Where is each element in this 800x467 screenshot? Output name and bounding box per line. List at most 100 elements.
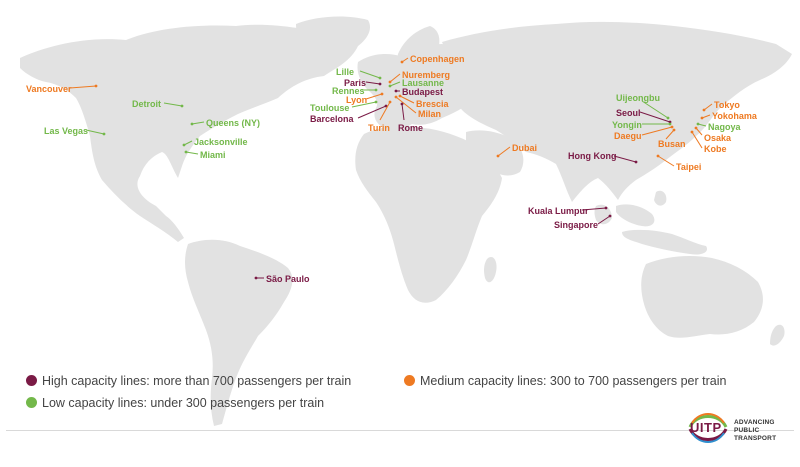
connector-miami bbox=[185, 151, 199, 155]
city-dot-kobe bbox=[690, 130, 694, 134]
city-dot-las-vegas bbox=[102, 132, 106, 136]
city-label-yongin: Yongin bbox=[612, 120, 642, 130]
city-label-nuremberg: Nuremberg bbox=[402, 70, 451, 80]
city-label-tokyo: Tokyo bbox=[714, 100, 740, 110]
connector-lausanne bbox=[389, 81, 401, 87]
city-dot-nuremberg bbox=[388, 80, 392, 84]
city-label-rome: Rome bbox=[398, 123, 424, 133]
legend-medium-dot bbox=[404, 375, 415, 386]
connector-lyon bbox=[365, 93, 383, 100]
city-dot-dubai bbox=[496, 154, 500, 158]
connector-kobe bbox=[691, 131, 703, 149]
city-dot-s-o-paulo bbox=[254, 276, 258, 280]
city-dot-singapore bbox=[608, 214, 612, 218]
connector-detroit bbox=[163, 102, 183, 107]
city-connectors bbox=[69, 57, 713, 280]
connector-osaka bbox=[695, 127, 703, 136]
legend-high: High capacity lines: more than 700 passe… bbox=[26, 374, 351, 388]
connector-brescia bbox=[399, 95, 415, 104]
connector-uijeongbu bbox=[641, 100, 669, 119]
land-australia bbox=[641, 256, 763, 338]
city-dot-rome bbox=[400, 102, 404, 106]
city-label-yokohama: Yokohama bbox=[712, 111, 757, 121]
city-label-lyon: Lyon bbox=[346, 95, 368, 105]
connector-vancouver bbox=[69, 85, 97, 89]
land-north-america bbox=[20, 24, 358, 242]
city-label-singapore: Singapore bbox=[554, 220, 599, 230]
legend-high-dot bbox=[26, 375, 37, 386]
city-label-brescia: Brescia bbox=[416, 99, 449, 109]
city-dot-taipei bbox=[656, 154, 660, 158]
connector-lille bbox=[359, 70, 381, 79]
connector-taipei bbox=[657, 155, 675, 167]
legend-low: Low capacity lines: under 300 passengers… bbox=[26, 396, 324, 410]
connector-las-vegas bbox=[85, 129, 105, 135]
city-label-miami: Miami bbox=[200, 150, 226, 160]
logo-line-2: PUBLIC bbox=[734, 427, 760, 434]
city-label-lausanne: Lausanne bbox=[402, 78, 445, 88]
city-label-seoul: Seoul bbox=[616, 108, 641, 118]
city-dot-lausanne bbox=[388, 84, 392, 88]
city-label-busan: Busan bbox=[658, 139, 686, 149]
connector-yokohama bbox=[701, 114, 711, 119]
connector-tokyo bbox=[703, 103, 713, 111]
city-dot-barcelona bbox=[384, 104, 388, 108]
city-dot-uijeongbu bbox=[666, 116, 670, 120]
land-europe bbox=[357, 44, 480, 131]
city-label-vancouver: Vancouver bbox=[26, 84, 72, 94]
legend-medium-label: Medium capacity lines: 300 to 700 passen… bbox=[420, 374, 727, 388]
city-label-toulouse: Toulouse bbox=[310, 103, 350, 113]
uitp-acronym: UITP bbox=[690, 420, 722, 435]
legend-low-label: Low capacity lines: under 300 passengers… bbox=[42, 396, 325, 410]
legend-high-label: High capacity lines: more than 700 passe… bbox=[42, 374, 352, 388]
city-label-s-o-paulo: São Paulo bbox=[266, 274, 310, 284]
connector-turin bbox=[379, 101, 391, 121]
city-dot-osaka bbox=[694, 126, 698, 130]
city-label-turin: Turin bbox=[368, 123, 390, 133]
city-dot-turin bbox=[388, 100, 392, 104]
city-dot-daegu bbox=[670, 125, 674, 129]
legend-low-dot bbox=[26, 397, 37, 408]
city-dot-busan bbox=[672, 128, 676, 132]
city-label-barcelona: Barcelona bbox=[310, 114, 354, 124]
world-map: Vancouver Detroit Queens (NY) Las Vegas Jack… bbox=[6, 6, 794, 431]
city-label-queens-ny: Queens (NY) bbox=[206, 118, 261, 128]
city-label-dubai: Dubai bbox=[512, 143, 538, 153]
city-dot-lyon bbox=[380, 92, 384, 96]
city-label-rennes: Rennes bbox=[332, 86, 365, 96]
land-africa bbox=[355, 126, 502, 303]
city-dot-paris bbox=[378, 82, 382, 86]
city-label-copenhagen: Copenhagen bbox=[410, 54, 465, 64]
connector-jacksonville bbox=[183, 140, 193, 146]
connector-rome bbox=[401, 103, 405, 121]
city-label-daegu: Daegu bbox=[614, 131, 642, 141]
connector-hong-kong bbox=[613, 155, 637, 163]
city-dot-kuala-lumpur bbox=[604, 206, 608, 210]
city-dot-seoul bbox=[668, 120, 672, 124]
city-dot-yokohama bbox=[700, 116, 704, 120]
connector-barcelona bbox=[357, 105, 387, 119]
connector-kuala-lumpur bbox=[581, 207, 607, 211]
city-dot-queens-ny bbox=[190, 122, 194, 126]
city-dot-milan bbox=[394, 95, 398, 99]
city-label-hong-kong: Hong Kong bbox=[568, 151, 617, 161]
city-label-budapest: Budapest bbox=[402, 87, 444, 97]
city-label-uijeongbu: Uijeongbu bbox=[616, 93, 660, 103]
connector-singapore bbox=[597, 215, 611, 225]
land-asia bbox=[442, 21, 792, 203]
land-southeast-asia bbox=[594, 190, 708, 255]
connector-seoul bbox=[639, 111, 671, 123]
city-dot-lille bbox=[378, 76, 382, 80]
city-dot-toulouse bbox=[374, 100, 378, 104]
city-label-las-vegas: Las Vegas bbox=[44, 126, 89, 136]
city-dot-budapest bbox=[394, 89, 398, 93]
land-south-america bbox=[185, 239, 293, 426]
land-scandinavia bbox=[397, 26, 440, 68]
city-dot-detroit bbox=[180, 104, 184, 108]
city-dot-rennes bbox=[374, 88, 378, 92]
city-dot-tokyo bbox=[702, 108, 706, 112]
world-map-land bbox=[20, 16, 792, 426]
city-label-jacksonville: Jacksonville bbox=[194, 137, 248, 147]
city-dot-brescia bbox=[398, 94, 402, 98]
city-dot-miami bbox=[184, 150, 188, 154]
